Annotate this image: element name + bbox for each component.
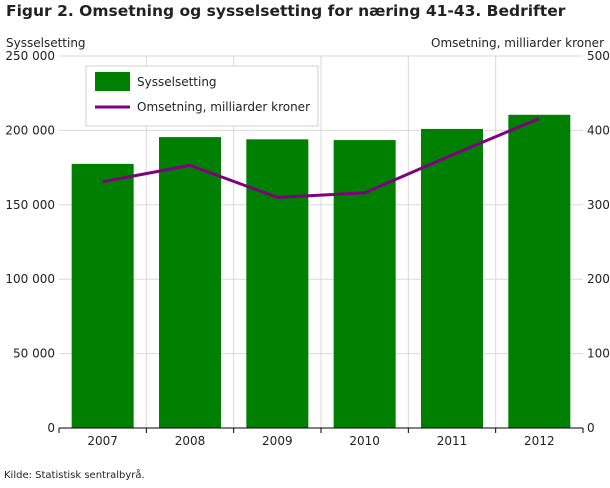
y-left-tick-label: 100 000 xyxy=(5,272,55,286)
bar-2010 xyxy=(333,140,396,428)
y-left-tick-label: 150 000 xyxy=(5,198,55,212)
chart-title: Figur 2. Omsetning og sysselsetting for … xyxy=(6,2,566,20)
bar-2009 xyxy=(246,139,309,428)
legend-swatch-bar xyxy=(95,72,130,91)
right-axis-title: Omsetning, milliarder kroner xyxy=(431,36,604,50)
x-tick-label: 2008 xyxy=(175,434,206,448)
y-left-tick-label: 0 xyxy=(47,421,55,435)
x-tick-label: 2010 xyxy=(349,434,380,448)
y-right-tick-label: 500 xyxy=(587,49,610,63)
bar-2012 xyxy=(508,114,571,428)
legend-label-sysselsetting: Sysselsetting xyxy=(137,75,217,89)
y-right-tick-label: 400 xyxy=(587,123,610,137)
legend: Sysselsetting Omsetning, milliarder krone… xyxy=(85,65,319,127)
bar-series xyxy=(71,114,571,429)
y-right-tick-label: 300 xyxy=(587,198,610,212)
y-right-tick-label: 0 xyxy=(587,421,595,435)
line-omsetning xyxy=(102,117,540,199)
x-tick-label: 2009 xyxy=(262,434,293,448)
bar-2011 xyxy=(421,128,483,429)
x-tick-label: 2012 xyxy=(524,434,555,448)
x-tick-label: 2011 xyxy=(437,434,468,448)
bar-2008 xyxy=(159,137,221,428)
axes: 2007 2008 2009 2010 2011 2012 0 50 000 100 000 15… xyxy=(5,49,610,448)
y-left-tick-label: 250 000 xyxy=(5,49,55,63)
line-series xyxy=(102,117,540,199)
source-note: Kilde: Statistisk sentralbyrå. xyxy=(4,470,145,481)
y-right-tick-label: 200 xyxy=(587,272,610,286)
left-axis-title: Sysselsetting xyxy=(6,36,86,50)
y-right-tick-label: 100 xyxy=(587,347,610,361)
y-left-tick-label: 50 000 xyxy=(13,347,55,361)
legend-label-omsetning: Omsetning, milliarder kroner xyxy=(137,100,310,114)
x-tick-label: 2007 xyxy=(87,434,118,448)
y-left-tick-label: 200 000 xyxy=(5,123,55,137)
bar-2007 xyxy=(71,163,134,428)
